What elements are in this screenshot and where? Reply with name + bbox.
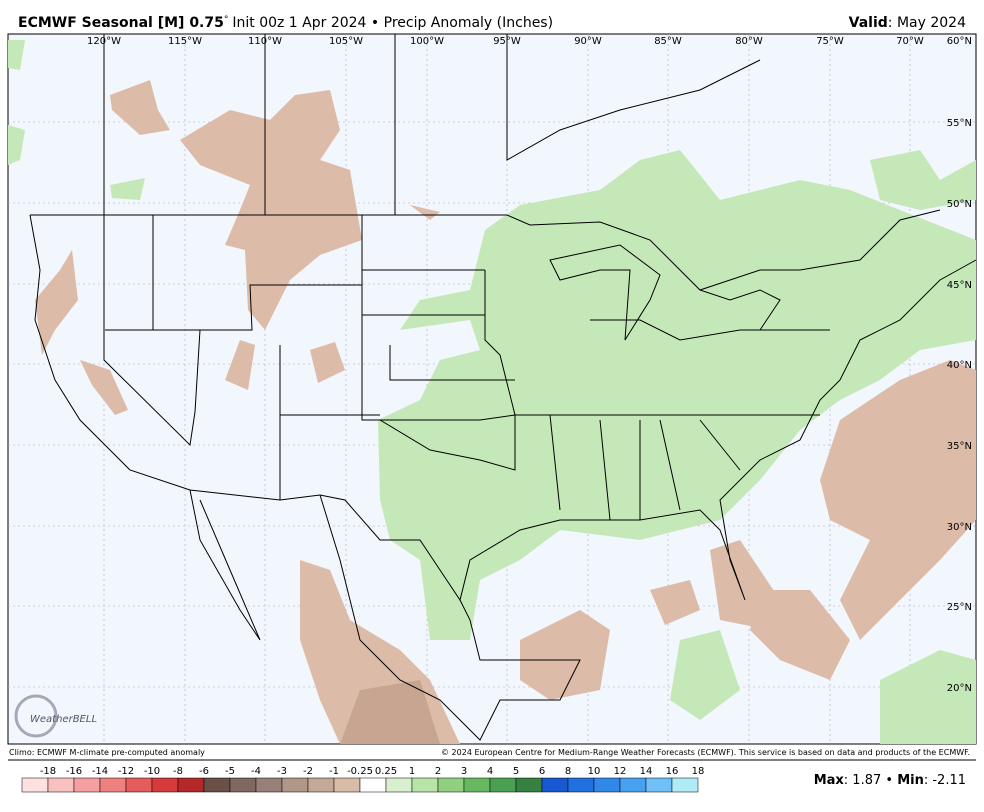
colorbar-swatch bbox=[567, 777, 595, 793]
map: 120°W 115°W 110°W 105°W 100°W 95°W 90°W … bbox=[7, 33, 977, 745]
title-bold: ECMWF Seasonal [M] 0.75 bbox=[18, 15, 224, 31]
colorbar-swatch bbox=[203, 777, 231, 793]
colorbar-label: 4 bbox=[487, 766, 493, 777]
title-rest: Init 00z 1 Apr 2024 • Precip Anomaly (In… bbox=[232, 15, 553, 31]
colorbar-label: 2 bbox=[435, 766, 441, 777]
colorbar-swatch bbox=[255, 777, 283, 793]
colorbar-label: 10 bbox=[588, 766, 601, 777]
colorbar-label: -10 bbox=[144, 766, 160, 777]
colorbar-label: -14 bbox=[92, 766, 108, 777]
title-degree: ° bbox=[224, 15, 229, 25]
colorbar: -18 -16 -14 -12 -10 -8 -6 -5 -4 -3 -2 -1 -0.25 0.25 1 2… bbox=[21, 766, 705, 793]
lon-label: 90°W bbox=[574, 36, 602, 47]
colorbar-label: 0.25 bbox=[375, 766, 397, 777]
colorbar-swatch bbox=[463, 777, 491, 793]
wet-anomaly bbox=[8, 40, 976, 744]
lon-label: 110°W bbox=[248, 36, 282, 47]
min-label: Min bbox=[897, 773, 924, 788]
colorbar-swatch bbox=[359, 777, 387, 793]
lat-label: 40°N bbox=[947, 360, 972, 371]
colorbar-label: 12 bbox=[614, 766, 627, 777]
lat-label: 55°N bbox=[947, 118, 972, 129]
colorbar-swatch bbox=[385, 777, 413, 793]
colorbar-label: -2 bbox=[303, 766, 313, 777]
logo-text: WeatherBELL bbox=[30, 714, 97, 725]
lon-label: 95°W bbox=[493, 36, 521, 47]
colorbar-label: -0.25 bbox=[347, 766, 373, 777]
lon-labels: 120°W 115°W 110°W 105°W 100°W 95°W 90°W … bbox=[87, 36, 924, 47]
colorbar-label: -1 bbox=[329, 766, 339, 777]
lat-label: 50°N bbox=[947, 199, 972, 210]
max-value: : 1.87 • bbox=[844, 773, 897, 788]
lat-label: 45°N bbox=[947, 280, 972, 291]
colorbar-label: 1 bbox=[409, 766, 415, 777]
colorbar-swatch bbox=[307, 777, 335, 793]
valid-label: Valid bbox=[849, 15, 888, 31]
colorbar-swatch bbox=[177, 777, 205, 793]
lat-label: 20°N bbox=[947, 683, 972, 694]
colorbar-label: -18 bbox=[40, 766, 56, 777]
max-min: Max: 1.87 • Min: -2.11 bbox=[814, 773, 966, 788]
lat-label: 35°N bbox=[947, 441, 972, 452]
colorbar-label: -4 bbox=[251, 766, 261, 777]
colorbar-swatch bbox=[541, 777, 569, 793]
colorbar-swatch bbox=[333, 777, 361, 793]
colorbar-swatch bbox=[645, 777, 673, 793]
lat-label: 25°N bbox=[947, 602, 972, 613]
colorbar-label: 3 bbox=[461, 766, 467, 777]
colorbar-label: -3 bbox=[277, 766, 287, 777]
lon-label: 85°W bbox=[654, 36, 682, 47]
title: ECMWF Seasonal [M] 0.75° Init 00z 1 Apr 2… bbox=[18, 15, 553, 31]
colorbar-swatch bbox=[99, 777, 127, 793]
colorbar-swatch bbox=[411, 777, 439, 793]
valid: Valid: May 2024 bbox=[849, 15, 966, 31]
colorbar-swatch bbox=[229, 777, 257, 793]
boundaries bbox=[29, 34, 977, 741]
colorbar-label: 16 bbox=[666, 766, 679, 777]
colorbar-label: 18 bbox=[692, 766, 705, 777]
valid-value: : May 2024 bbox=[888, 15, 966, 31]
lon-label: 115°W bbox=[168, 36, 202, 47]
min-value: : -2.11 bbox=[924, 773, 966, 788]
colorbar-swatch bbox=[515, 777, 543, 793]
colorbar-swatch bbox=[671, 777, 699, 793]
colorbar-label: 8 bbox=[565, 766, 571, 777]
dry-anomaly-strong bbox=[340, 680, 440, 744]
colorbar-label: 14 bbox=[640, 766, 653, 777]
lon-label: 120°W bbox=[87, 36, 121, 47]
colorbar-swatch bbox=[489, 777, 517, 793]
logo: WeatherBELL bbox=[14, 694, 97, 738]
colorbar-swatch bbox=[73, 777, 101, 793]
colorbar-swatch bbox=[125, 777, 153, 793]
climo-note: Climo: ECMWF M-climate pre-computed anom… bbox=[9, 748, 205, 757]
colorbar-label: -5 bbox=[225, 766, 235, 777]
colorbar-swatch bbox=[593, 777, 621, 793]
colorbar-swatch bbox=[437, 777, 465, 793]
lon-label: 100°W bbox=[410, 36, 444, 47]
colorbar-label: 5 bbox=[513, 766, 519, 777]
lon-label: 105°W bbox=[329, 36, 363, 47]
lon-label: 70°W bbox=[896, 36, 924, 47]
colorbar-swatch bbox=[281, 777, 309, 793]
lon-label: 75°W bbox=[816, 36, 844, 47]
colorbar-swatch bbox=[151, 777, 179, 793]
lat-labels: 60°N 55°N 50°N 45°N 40°N 35°N 30°N 25°N … bbox=[947, 36, 972, 694]
colorbar-swatch bbox=[47, 777, 75, 793]
copyright: © 2024 European Centre for Medium-Range … bbox=[441, 748, 970, 757]
colorbar-label: -6 bbox=[199, 766, 209, 777]
lat-label: 30°N bbox=[947, 522, 972, 533]
lon-label: 80°W bbox=[735, 36, 763, 47]
colorbar-swatch bbox=[619, 777, 647, 793]
colorbar-label: 6 bbox=[539, 766, 545, 777]
max-label: Max bbox=[814, 773, 845, 788]
lat-label: 60°N bbox=[947, 36, 972, 47]
colorbar-label: -12 bbox=[118, 766, 134, 777]
colorbar-label: -8 bbox=[173, 766, 183, 777]
colorbar-swatch bbox=[21, 777, 49, 793]
colorbar-label: -16 bbox=[66, 766, 82, 777]
